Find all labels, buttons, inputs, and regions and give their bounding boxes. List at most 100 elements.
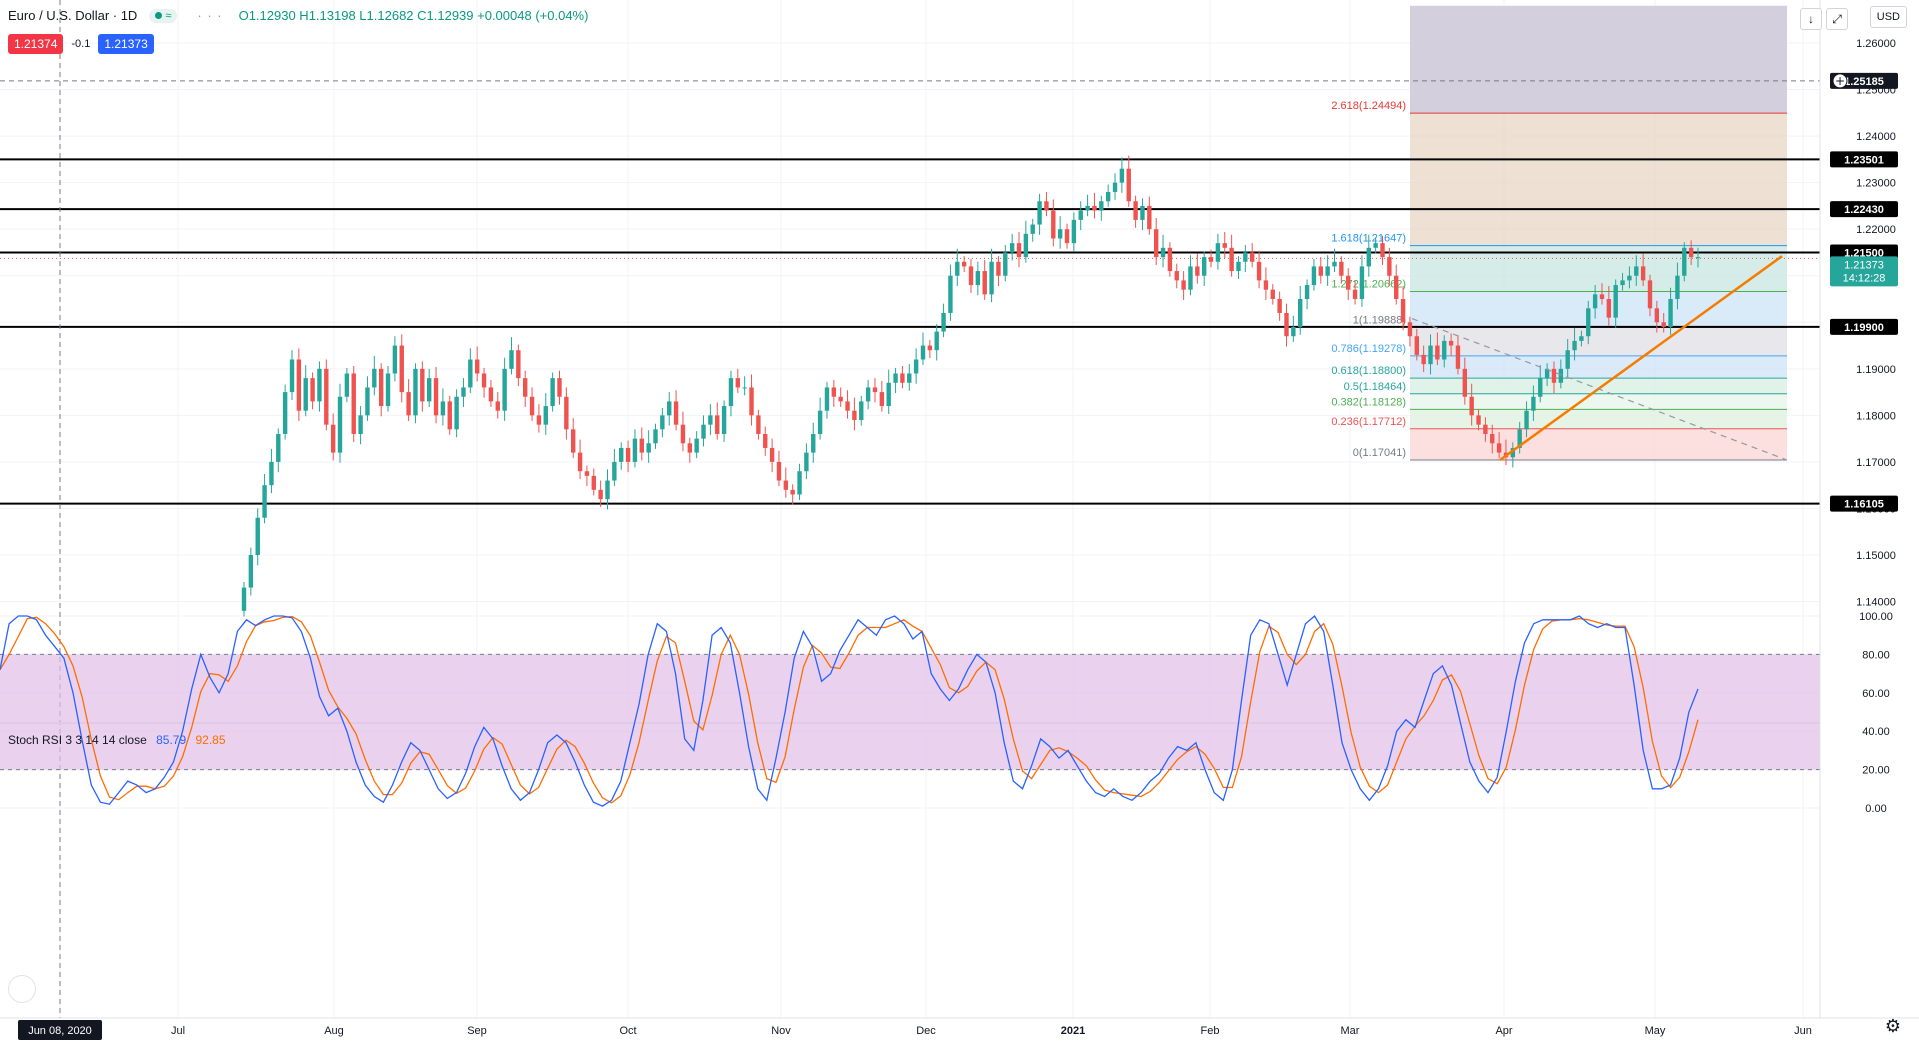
candle-body <box>1195 266 1200 276</box>
visibility-toggle[interactable]: ≈ <box>149 8 178 23</box>
candle-body <box>337 396 343 453</box>
candle-body <box>1613 285 1618 318</box>
candle-body <box>1339 261 1344 276</box>
time-axis-bg <box>0 1018 1919 1042</box>
indicator-toggle-icon: ≈ <box>165 9 172 22</box>
candle-body <box>1291 326 1296 337</box>
candle-body <box>1044 201 1049 211</box>
fib-zone <box>1410 393 1787 410</box>
buy-button[interactable]: 1.21373 <box>98 34 154 54</box>
candle-body <box>632 438 638 462</box>
fullscreen-icon[interactable]: ⤢ <box>1826 8 1848 30</box>
countdown-label: 14:12:28 <box>1843 272 1886 284</box>
candle-body <box>1071 219 1077 244</box>
candle-body <box>1188 266 1193 290</box>
candle-body <box>1003 252 1008 276</box>
time-tick-label: Nov <box>771 1025 791 1037</box>
candle-body <box>1476 415 1481 425</box>
candle-body <box>1538 378 1543 397</box>
crosshair-date-label: Jun 08, 2020 <box>28 1025 92 1037</box>
gear-icon[interactable]: ⚙ <box>1884 1016 1901 1036</box>
time-tick-label: Dec <box>916 1025 936 1037</box>
candle-body <box>934 331 939 351</box>
candle-body <box>1208 257 1214 262</box>
scroll-down-icon[interactable]: ↓ <box>1800 8 1822 30</box>
candle-body <box>1284 312 1289 337</box>
candle-body <box>1579 336 1584 341</box>
candle-body <box>667 401 672 416</box>
level-price-label: 1.23501 <box>1844 154 1884 166</box>
candle-body <box>241 587 247 611</box>
go-to-date-icon[interactable] <box>8 975 36 1003</box>
candle-body <box>543 406 548 425</box>
price-tick-label: 1.15000 <box>1856 550 1896 562</box>
price-tick-label: 1.17000 <box>1856 457 1896 469</box>
candle-body <box>1387 257 1392 276</box>
candle-body <box>1352 289 1358 299</box>
candle-body <box>1606 299 1612 318</box>
candle-body <box>1407 322 1413 337</box>
candle-body <box>1551 368 1557 383</box>
sell-button[interactable]: 1.21374 <box>8 34 64 54</box>
level-price-tag <box>1830 151 1898 168</box>
fib-zone <box>1410 428 1787 461</box>
candle-body <box>474 359 480 374</box>
fib-extension[interactable]: 2.618(1.24494)1.618(1.21647)1.272(1.2066… <box>1331 5 1787 461</box>
candle-body <box>817 410 823 434</box>
candle-body <box>276 433 281 462</box>
candle-body <box>612 461 617 481</box>
candle-body <box>646 443 651 453</box>
time-axis[interactable]: Jun 08, 2020 Jul Aug Sep Oct Nov Dec 2021 Feb Mar… <box>0 1017 1919 1042</box>
price-axis[interactable]: 1.260001.250001.240001.230001.220001.210… <box>1819 0 1919 1018</box>
candle-body <box>1263 280 1269 290</box>
candle-body <box>694 438 699 453</box>
candle-body <box>385 373 391 407</box>
fib-zone <box>1410 327 1787 356</box>
symbol-title[interactable]: Euro / U.S. Dollar · 1D <box>8 8 138 23</box>
candle-body <box>1627 275 1632 281</box>
candle-body <box>769 447 775 462</box>
candle-body <box>735 378 741 388</box>
candle-body <box>907 373 912 383</box>
currency-button[interactable]: USD <box>1869 6 1907 28</box>
candle-body <box>344 373 350 397</box>
candle-body <box>797 471 802 495</box>
drawing-lines[interactable] <box>1411 255 1788 462</box>
candle-body <box>495 401 500 411</box>
add-alert-icon: + <box>1835 74 1845 88</box>
candle-body <box>1359 266 1365 299</box>
candle-body <box>1325 266 1330 276</box>
more-options-icon[interactable]: · · · <box>197 8 223 23</box>
candle-body <box>447 401 452 430</box>
candle-body <box>1153 229 1159 258</box>
horizontal-levels[interactable] <box>0 0 1820 1018</box>
candle-body <box>941 312 946 332</box>
time-tick-label: May <box>1645 1025 1666 1037</box>
candle-body <box>1222 243 1227 248</box>
candle-body <box>1133 201 1138 220</box>
crosshair-price-label: 1.25185 <box>1844 76 1884 88</box>
candle-body <box>1517 429 1522 448</box>
add-alert-icon <box>1832 73 1848 89</box>
candle-body <box>248 555 254 588</box>
candle-body <box>1510 447 1516 458</box>
level-price-label: 1.16105 <box>1844 499 1884 511</box>
stoch-rsi-label[interactable]: Stoch RSI 3 3 14 14 close <box>8 733 147 747</box>
candle-body <box>955 261 960 276</box>
candle-body <box>1174 271 1179 281</box>
candle-body <box>852 410 857 421</box>
candle-body <box>296 359 302 411</box>
candle-body <box>1298 299 1303 327</box>
candle-body <box>1599 294 1605 299</box>
candle-body <box>426 378 432 402</box>
candle-body <box>392 345 398 374</box>
fib-zone <box>1410 378 1787 394</box>
level-price-label: 1.19900 <box>1844 322 1884 334</box>
time-tick-label: Oct <box>619 1025 636 1037</box>
candle-body <box>639 438 644 453</box>
candle-body <box>330 424 336 453</box>
candle-body <box>1229 247 1234 272</box>
fib-level-label: 0.618(1.18800) <box>1331 365 1406 377</box>
candle-body <box>1380 243 1385 258</box>
